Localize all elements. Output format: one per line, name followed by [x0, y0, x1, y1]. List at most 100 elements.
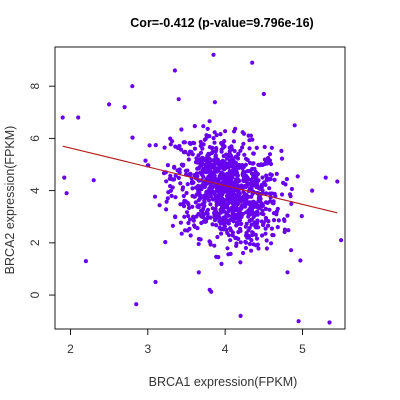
data-point: [196, 183, 201, 188]
data-point: [267, 152, 273, 157]
data-point: [147, 143, 152, 148]
data-point: [282, 229, 287, 235]
data-point: [203, 181, 208, 186]
data-point: [230, 210, 235, 215]
data-point: [211, 176, 216, 181]
data-point: [228, 178, 234, 183]
data-point: [236, 178, 241, 183]
data-point: [248, 133, 253, 138]
data-point: [285, 270, 290, 275]
data-point: [182, 214, 187, 219]
data-point: [168, 184, 173, 189]
data-point: [295, 174, 300, 179]
data-point: [207, 156, 212, 161]
data-point: [267, 186, 272, 191]
data-point: [225, 230, 230, 236]
data-point: [143, 158, 148, 163]
data-point: [196, 153, 201, 158]
data-point: [64, 191, 69, 196]
data-point: [270, 232, 275, 238]
data-point: [219, 261, 224, 266]
data-point: [233, 160, 238, 165]
data-point: [234, 220, 240, 225]
data-point: [238, 148, 243, 153]
data-point: [219, 149, 224, 154]
data-point: [212, 140, 217, 145]
data-point: [203, 158, 208, 163]
data-point: [228, 251, 233, 256]
data-point: [249, 248, 254, 253]
data-point: [249, 187, 254, 192]
data-point: [226, 197, 231, 202]
data-point: [242, 183, 247, 189]
data-point: [247, 138, 252, 143]
data-point: [239, 221, 244, 226]
data-point: [83, 259, 88, 264]
data-point: [237, 198, 242, 203]
data-point: [279, 192, 285, 197]
data-point: [247, 225, 252, 230]
data-point: [238, 260, 243, 265]
data-point: [240, 145, 245, 150]
data-point: [196, 159, 201, 164]
data-point: [222, 198, 228, 203]
data-point: [236, 230, 241, 235]
data-point: [230, 170, 235, 175]
data-point: [246, 214, 251, 219]
data-point: [245, 235, 250, 240]
data-point: [165, 196, 170, 201]
data-point: [222, 221, 227, 226]
data-point: [201, 174, 206, 179]
data-point: [207, 172, 212, 177]
data-point: [249, 217, 254, 222]
data-point: [153, 143, 158, 148]
data-point: [238, 226, 243, 231]
data-point: [196, 270, 201, 275]
data-point: [256, 196, 261, 201]
data-point: [229, 188, 234, 193]
data-point: [170, 223, 175, 228]
y-tick-label: 0: [28, 291, 42, 298]
data-point: [269, 145, 274, 150]
data-point: [192, 124, 197, 129]
data-point: [298, 258, 303, 263]
data-point: [220, 166, 226, 171]
data-point: [213, 194, 218, 199]
data-point: [165, 163, 170, 168]
data-point: [157, 203, 162, 208]
data-point: [289, 201, 294, 206]
data-point: [233, 126, 238, 131]
data-point: [263, 226, 268, 231]
data-point: [182, 228, 188, 233]
data-point: [214, 254, 219, 259]
data-point: [189, 181, 194, 186]
data-point: [235, 173, 240, 178]
data-point: [176, 97, 181, 102]
data-point: [254, 145, 259, 150]
data-point: [164, 179, 169, 184]
data-point: [255, 180, 260, 185]
data-point: [269, 241, 274, 246]
data-point: [168, 136, 173, 141]
data-point: [256, 246, 261, 251]
data-point: [181, 162, 186, 167]
data-point: [227, 149, 232, 154]
data-point: [299, 214, 304, 219]
data-point: [224, 152, 229, 157]
data-point: [241, 131, 247, 136]
data-point: [261, 221, 266, 226]
data-point: [191, 218, 196, 223]
data-point: [178, 220, 183, 225]
data-point: [223, 129, 228, 134]
data-point: [219, 141, 224, 146]
data-point: [249, 222, 254, 227]
data-point: [241, 178, 246, 183]
data-point: [216, 212, 221, 217]
data-point: [260, 202, 265, 207]
data-point: [241, 170, 246, 175]
data-point: [268, 161, 274, 167]
data-point: [243, 224, 248, 229]
data-point: [227, 154, 232, 159]
data-point: [219, 199, 224, 204]
data-point: [231, 139, 236, 144]
